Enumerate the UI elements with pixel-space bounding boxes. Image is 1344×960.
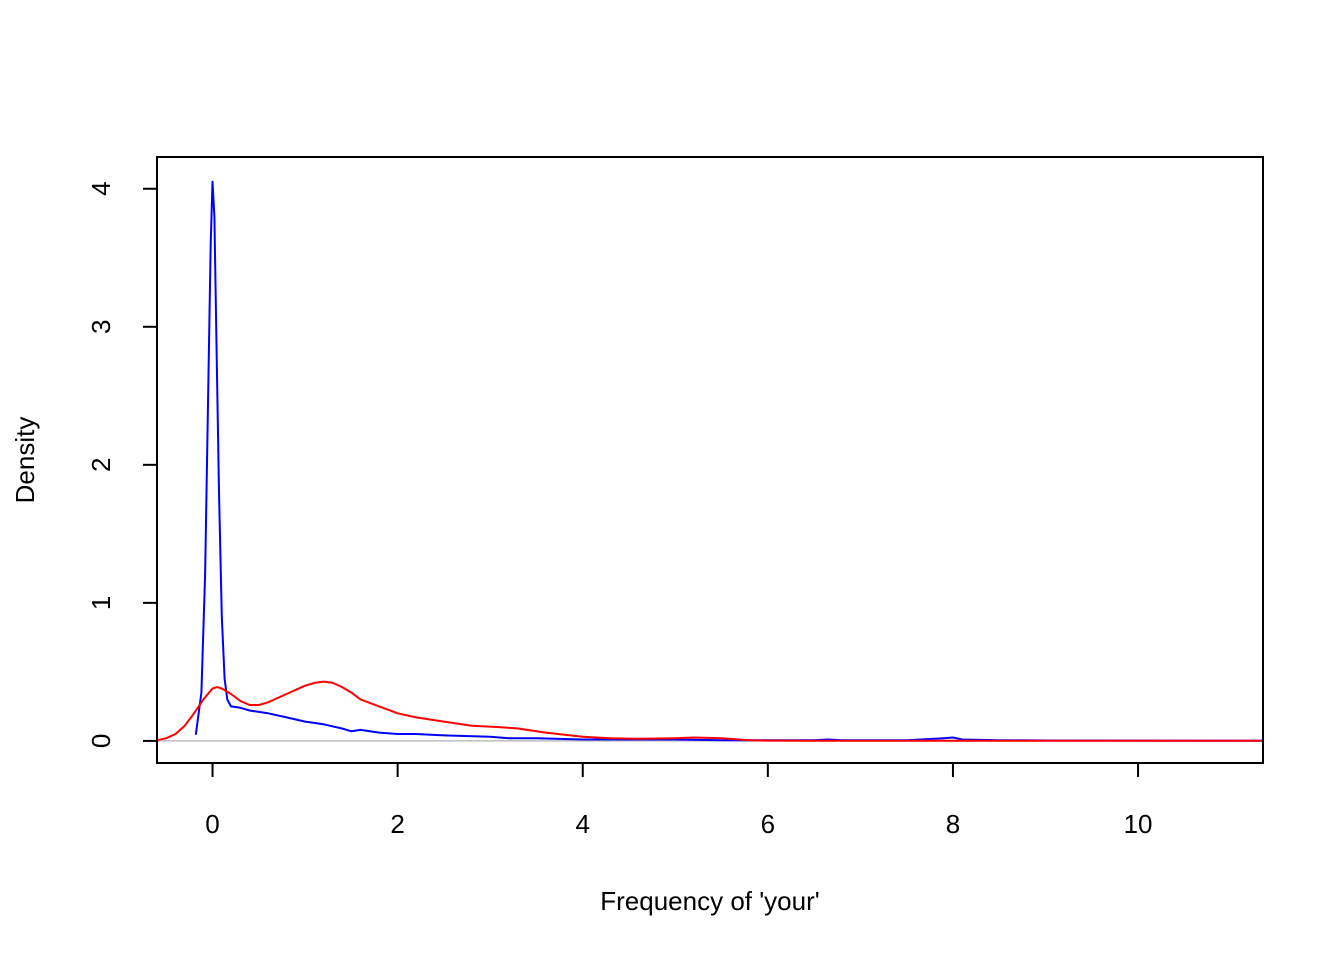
x-axis-label: Frequency of 'your': [600, 886, 819, 916]
y-tick-label: 3: [86, 320, 116, 334]
x-tick-label: 2: [390, 809, 404, 839]
y-tick-label: 1: [86, 596, 116, 610]
density-line-2: [156, 680, 1264, 742]
density-line-1: [194, 180, 1264, 742]
y-tick-label: 2: [86, 458, 116, 472]
x-tick-label: 10: [1124, 809, 1153, 839]
plot-frame: [156, 156, 1264, 764]
x-tick-label: 0: [205, 809, 219, 839]
y-axis-label: Density: [10, 417, 40, 504]
x-tick-label: 8: [946, 809, 960, 839]
y-tick-label: 0: [86, 734, 116, 748]
x-tick-label: 4: [576, 809, 590, 839]
y-tick-label: 4: [86, 181, 116, 195]
x-tick-label: 6: [761, 809, 775, 839]
